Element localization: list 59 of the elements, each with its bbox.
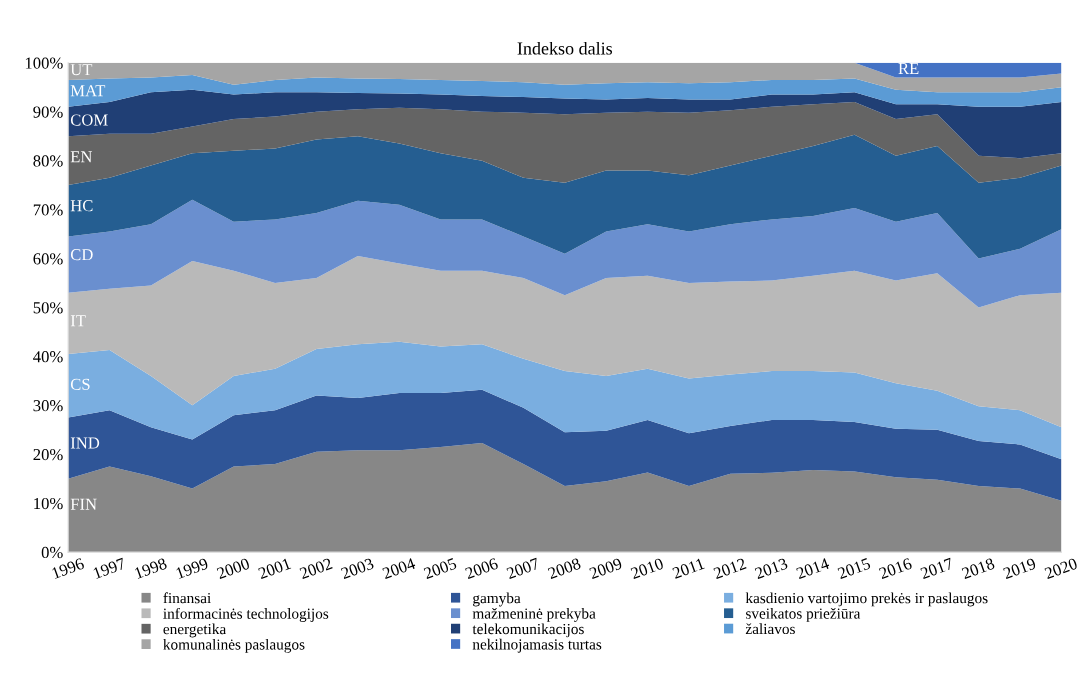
x-tick-label: 2002 [299,557,333,580]
y-tick-label: 30% [33,400,63,412]
legend-label: komunalinės paslaugos [163,638,305,653]
legend-label: energetika [163,623,227,638]
y-tick-label: 80% [33,155,63,167]
x-tick-label: 2019 [1002,557,1037,580]
y-tick-label: 60% [33,253,63,265]
x-tick-label: 2013 [754,557,789,580]
annotation: IND [70,437,100,449]
legend-label: finansai [163,592,211,604]
x-tick-label: 2000 [216,557,251,580]
legend-label: kasdienio vartojimo prekės ir paslaugos [745,592,988,607]
x-tick-label: 2009 [588,557,623,580]
legend-label: telekomunikacijos [472,623,584,638]
x-tick-label: 1998 [134,557,168,579]
x-tick-label: 2005 [423,557,458,580]
y-tick-label: 50% [33,302,63,314]
y-tick-label: 100% [25,57,63,69]
annotation: HC [70,200,93,212]
y-tick-label: 70% [33,204,63,216]
chart-title: Indekso dalis [517,41,613,55]
legend-label: informacinės technologijos [163,607,329,622]
x-tick-label: 2012 [712,557,747,580]
annotation: RE [898,62,919,74]
x-tick-label: 2001 [257,557,292,580]
x-tick-label: 2016 [878,557,913,580]
legend-label: sveikatos priežiūra [746,607,861,622]
x-tick-label: 2017 [919,557,954,580]
annotation: CD [70,249,93,261]
annotation: MAT [70,85,106,97]
y-tick-label: 40% [33,351,63,363]
y-tick-label: 0% [41,546,63,559]
y-tick-label: 20% [33,448,63,461]
x-tick-label: 1997 [92,557,127,579]
x-tick-label: 2004 [381,557,417,580]
x-tick-label: 1996 [51,557,85,579]
x-tick-label: 2008 [547,557,582,580]
x-tick-label: 2003 [340,557,375,580]
legend-label: mažmeninė prekyba [472,607,596,622]
x-tick-label: 2018 [961,557,996,580]
x-tick-label: 2020 [1044,557,1078,580]
annotation: UT [70,64,93,76]
x-tick-label: 1999 [175,557,209,579]
annotation: CS [70,378,90,390]
annotation: EN [70,151,93,163]
x-tick-label: 2015 [837,557,871,580]
x-tick-label: 2007 [506,557,541,580]
legend-label: žaliavos [745,623,795,635]
x-tick-label: 2010 [630,557,665,580]
legend-label: gamyba [473,592,521,607]
y-tick-label: 90% [33,106,63,118]
annotation: IT [70,315,86,327]
x-tick-label: 2014 [795,557,830,580]
x-tick-label: 2011 [671,557,705,579]
annotation: FIN [70,498,97,510]
legend-label: nekilnojamasis turtas [472,638,602,653]
x-tick-label: 2006 [464,557,499,580]
y-tick-label: 10% [34,497,63,510]
annotation: COM [70,114,108,126]
